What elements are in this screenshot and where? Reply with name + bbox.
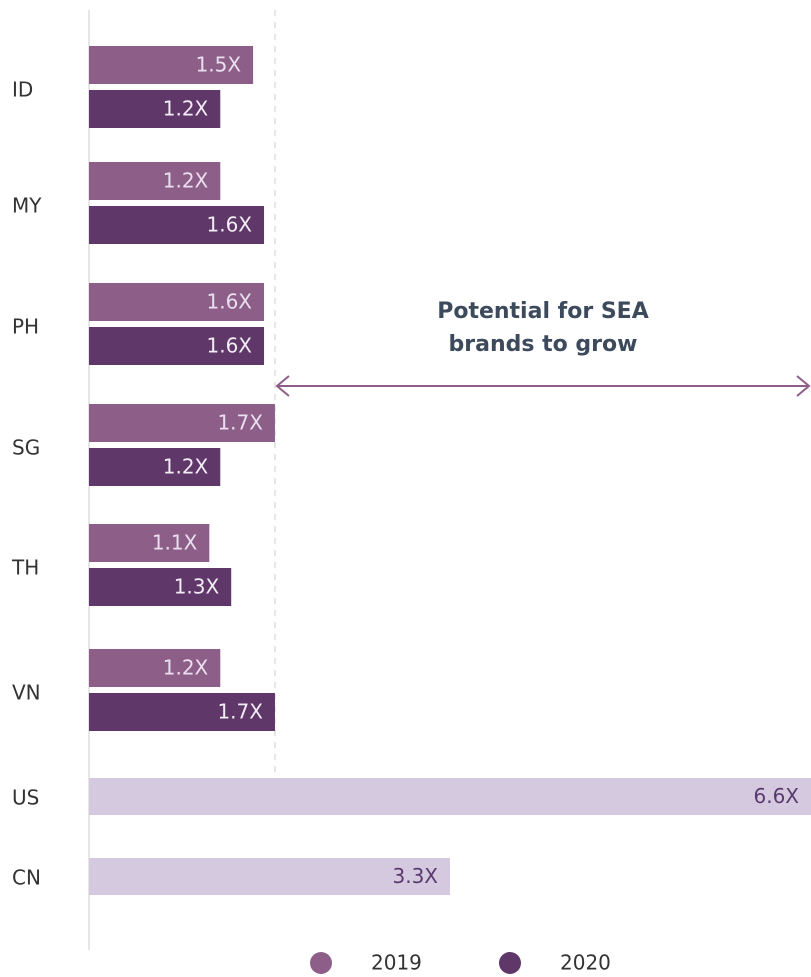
- category-label: TH: [11, 556, 39, 580]
- value-label: 1.2X: [163, 455, 209, 479]
- bar: [89, 162, 221, 200]
- category-label: ID: [12, 78, 33, 102]
- value-label: 1.7X: [217, 411, 263, 435]
- legend-label: 2019: [371, 951, 422, 975]
- annotation-text: brands to grow: [449, 332, 638, 357]
- bar: [89, 327, 265, 365]
- value-label: 1.6X: [207, 334, 253, 358]
- bar: [89, 283, 265, 321]
- legend-label: 2020: [560, 951, 611, 975]
- bar: [89, 448, 221, 486]
- value-label: 1.2X: [163, 656, 209, 680]
- bar: [89, 693, 275, 731]
- bar: [89, 90, 221, 128]
- value-label: 1.6X: [207, 290, 253, 314]
- category-label: SG: [12, 436, 40, 460]
- value-label: 1.3X: [174, 575, 220, 599]
- category-label: CN: [12, 866, 41, 890]
- category-label: PH: [12, 315, 39, 339]
- legend-swatch: [499, 952, 521, 974]
- annotation-text: Potential for SEA: [437, 299, 649, 324]
- bar: [89, 649, 221, 687]
- value-label: 1.1X: [152, 531, 198, 555]
- bar: [89, 858, 450, 895]
- value-label: 6.6X: [753, 784, 799, 808]
- value-label: 1.6X: [207, 213, 253, 237]
- value-label: 1.5X: [196, 53, 242, 77]
- value-label: 1.2X: [163, 97, 209, 121]
- value-label: 1.7X: [217, 700, 263, 724]
- bar: [89, 568, 232, 606]
- value-label: 1.2X: [163, 169, 209, 193]
- category-label: MY: [12, 194, 42, 218]
- bar: [89, 206, 265, 244]
- value-label: 3.3X: [392, 864, 438, 888]
- category-label: US: [12, 786, 39, 810]
- legend-swatch: [310, 952, 332, 974]
- arrow-head: [796, 375, 811, 397]
- bar: [89, 524, 210, 562]
- bar: [89, 404, 275, 442]
- bar: [89, 778, 811, 815]
- bar: [89, 46, 254, 84]
- category-label: VN: [12, 681, 41, 705]
- arrow-head: [275, 375, 290, 397]
